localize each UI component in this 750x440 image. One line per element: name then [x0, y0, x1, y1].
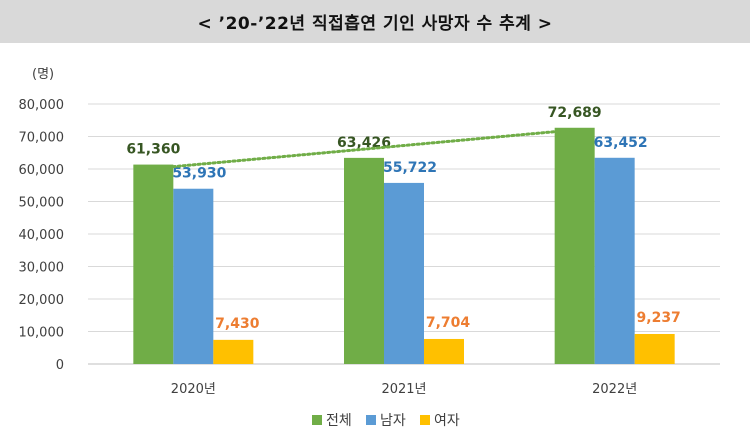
y-tick-label: 40,000	[19, 228, 65, 243]
legend-label-남자: 남자	[380, 413, 406, 429]
y-tick-label: 10,000	[19, 326, 65, 341]
bar-여자	[424, 338, 464, 364]
data-label: 63,452	[594, 135, 648, 151]
bar-남자	[173, 188, 214, 364]
chart-title-bar: < ’20-’22년 직접흡연 기인 사망자 수 추계 >	[0, 0, 750, 43]
legend-swatch-남자	[366, 415, 376, 425]
data-label: 61,360	[126, 142, 180, 158]
y-axis-unit-label: (명)	[32, 67, 54, 82]
y-tick-label: 20,000	[19, 293, 65, 308]
trendline	[151, 128, 579, 170]
data-label: 7,430	[215, 316, 260, 332]
y-tick-label: 80,000	[19, 98, 65, 113]
y-tick-label: 50,000	[19, 196, 65, 211]
bar-여자	[213, 339, 254, 364]
bar-전체	[133, 164, 174, 364]
x-tick-label: 2022년	[592, 382, 637, 397]
data-label: 7,704	[426, 315, 471, 331]
bar-전체	[344, 157, 384, 364]
data-label: 9,237	[637, 310, 681, 326]
x-tick-label: 2021년	[381, 382, 426, 397]
bar-여자	[634, 333, 675, 364]
legend-swatch-여자	[420, 415, 430, 425]
y-tick-label: 30,000	[19, 261, 65, 276]
y-tick-label: 70,000	[19, 131, 65, 146]
bar-남자	[594, 157, 635, 364]
legend-label-전체: 전체	[326, 413, 352, 429]
y-tick-label: 60,000	[19, 163, 65, 178]
x-tick-label: 2020년	[171, 382, 216, 397]
y-tick-label: 0	[56, 358, 64, 373]
bar-남자	[384, 182, 424, 364]
data-label: 55,722	[383, 160, 437, 176]
bar-chart: (명) 0 10,000 20,000 30,000 40,000 50,000 60,000…	[19, 67, 720, 429]
bar-전체	[554, 127, 595, 365]
data-label: 72,689	[548, 105, 602, 121]
legend-label-여자: 여자	[434, 413, 460, 429]
chart-title: < ’20-’22년 직접흡연 기인 사망자 수 추계 >	[197, 14, 553, 34]
legend-swatch-전체	[312, 415, 322, 425]
data-label: 53,930	[172, 166, 226, 182]
